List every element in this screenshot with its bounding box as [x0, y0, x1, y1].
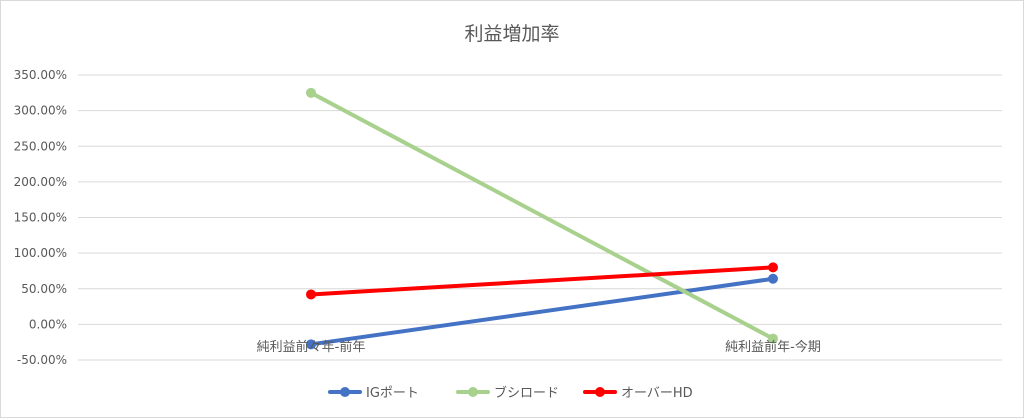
- legend-swatch-marker: [340, 387, 350, 397]
- x-axis-category-labels: 純利益前々年-前年 純利益前年-今期: [257, 339, 821, 355]
- series-1: [306, 87, 778, 344]
- y-tick-label: 250.00%: [14, 139, 67, 153]
- y-tick-label: 0.00%: [29, 317, 67, 331]
- legend-swatch-marker: [468, 387, 478, 397]
- data-point: [768, 273, 778, 284]
- data-point: [306, 289, 316, 300]
- data-point: [306, 87, 316, 98]
- series-line: [309, 265, 775, 297]
- y-axis-tick-labels: 350.00% 300.00% 250.00% 200.00% 150.00% 100.0…: [14, 68, 67, 367]
- legend-label: IGポート: [366, 386, 419, 401]
- series-line: [309, 90, 775, 341]
- x-category-label: 純利益前々年-前年: [257, 339, 366, 355]
- x-category-label: 純利益前年-今期: [725, 339, 821, 355]
- data-point: [306, 339, 316, 350]
- y-tick-label: -50.00%: [17, 353, 67, 367]
- data-point: [768, 262, 778, 273]
- series-0: [306, 273, 778, 350]
- y-tick-label: 350.00%: [14, 68, 67, 82]
- chart-title: 利益増加率: [464, 23, 559, 45]
- legend-label: ブシロード: [494, 385, 559, 401]
- legend-label: オーバーHD: [621, 386, 693, 401]
- y-tick-label: 150.00%: [14, 211, 67, 225]
- series-lines: [306, 87, 778, 350]
- y-tick-label: 300.00%: [14, 104, 67, 118]
- legend-item: IGポート: [328, 386, 419, 401]
- y-tick-label: 200.00%: [14, 175, 67, 189]
- data-point: [768, 333, 778, 344]
- series-2: [306, 262, 778, 300]
- legend-item: オーバーHD: [583, 386, 693, 401]
- y-tick-label: 50.00%: [21, 282, 67, 296]
- y-tick-label: 100.00%: [14, 246, 67, 260]
- gridlines: [78, 74, 1002, 361]
- legend-item: ブシロード: [456, 385, 559, 401]
- legend-swatch-marker: [595, 387, 605, 397]
- legend: IGポート ブシロード オーバーHD: [328, 385, 693, 401]
- series-line: [309, 276, 775, 347]
